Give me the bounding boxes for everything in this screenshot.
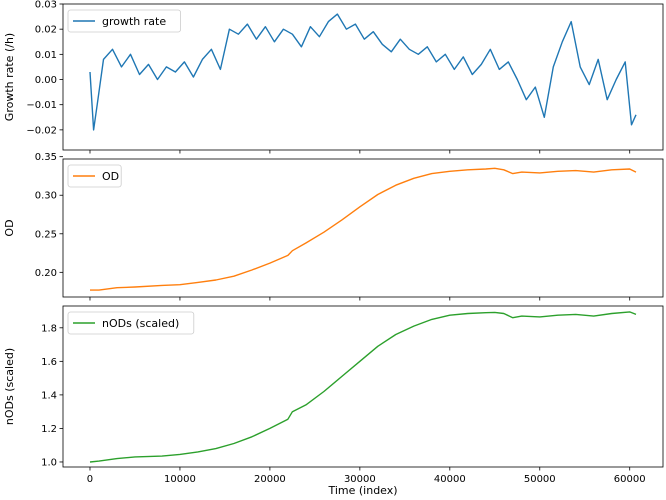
y-tick-label: 1.2 (41, 424, 57, 435)
panel-2: 0.20 0.25 0.30 0.35 OD OD (3, 152, 664, 301)
legend-label: nODs (scaled) (102, 317, 179, 330)
x-tick-label: 0 (87, 474, 93, 485)
legend: nODs (scaled) (67, 311, 195, 335)
y-tick-label: 1.6 (41, 357, 57, 368)
legend-label: OD (102, 170, 119, 183)
y-tick-label: 1.8 (41, 323, 57, 334)
x-tick-label: 40000 (434, 474, 466, 485)
x-tick-label: 20000 (254, 474, 286, 485)
x-tick-label: 30000 (344, 474, 376, 485)
y-tick-label: 0.01 (35, 50, 57, 61)
y-tick-label: 0.35 (35, 152, 57, 163)
panel-3: 1.0 1.2 1.4 1.6 1.8 0 10000 20000 30000 40000 5000… (3, 305, 664, 497)
y-tick-label: 1.0 (41, 457, 57, 468)
y-axis-label: nODs (scaled) (3, 348, 16, 425)
x-axis-label: Time (index) (327, 484, 397, 497)
y-tick-label: 0.03 (35, 0, 57, 11)
y-tick-label: 0.20 (35, 268, 57, 279)
y-axis-label: OD (3, 219, 16, 236)
y-tick-label: −0.02 (26, 125, 57, 136)
y-tick-label: −0.01 (26, 100, 57, 111)
x-tick-label: 10000 (164, 474, 196, 485)
legend: OD (67, 164, 122, 188)
panel-1: −0.02 −0.01 0.00 0.01 0.02 0.03 Growth rate (/… (3, 0, 664, 154)
series-line-3-1 (89, 311, 637, 463)
series-line-2-1 (90, 167, 637, 291)
y-tick-label: 0.00 (35, 75, 57, 86)
legend-box (67, 9, 181, 33)
y-tick-label: 1.4 (41, 390, 57, 401)
series-line-1-1 (89, 13, 637, 131)
legend: growth rate (67, 9, 181, 33)
y-tick-label: 0.30 (35, 191, 57, 202)
x-tick-label: 60000 (614, 474, 646, 485)
legend-label: growth rate (102, 15, 166, 28)
legend-box (67, 311, 195, 335)
y-tick-label: 0.02 (35, 25, 57, 36)
plot-area (62, 158, 664, 298)
y-axis-label: Growth rate (/h) (3, 33, 16, 121)
y-tick-label: 0.25 (35, 229, 57, 240)
x-tick-label: 50000 (524, 474, 556, 485)
